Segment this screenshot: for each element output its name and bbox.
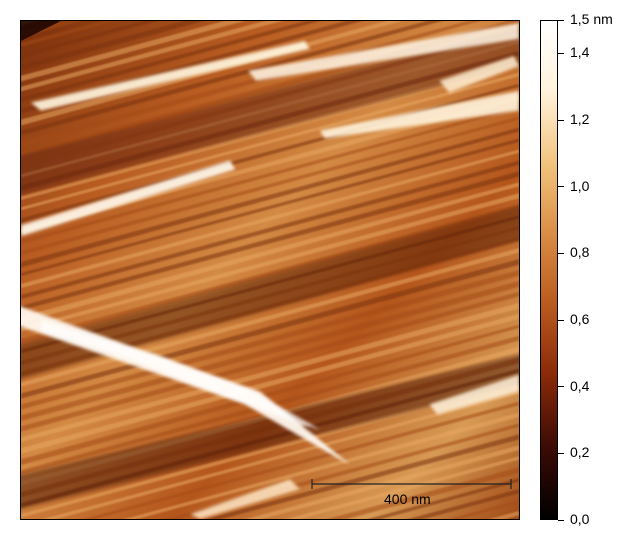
terrace-step (205, 434, 519, 519)
terrace-step (21, 72, 519, 211)
colorbar-tick (558, 252, 564, 254)
colorbar-tick (558, 119, 564, 121)
terrace-step (21, 280, 519, 422)
terrace-step (21, 182, 519, 323)
terrace-step (21, 291, 519, 432)
terrace-step (367, 478, 519, 519)
terrace-step (21, 21, 443, 136)
colorbar-tick-label: 1,4 (570, 44, 590, 61)
terrace-step (124, 412, 519, 519)
terrace-step (327, 467, 519, 519)
height-colorbar (540, 20, 558, 520)
terrace-step (21, 149, 519, 289)
colorbar-tick (558, 19, 564, 21)
scale-bar-label: 400 nm (384, 491, 431, 507)
terrace-step (21, 21, 283, 92)
colorbar-tick (558, 519, 564, 521)
colorbar-tick (558, 52, 564, 54)
terrace-step (21, 193, 519, 332)
terrace-step (21, 105, 519, 244)
colorbar-tick (558, 319, 564, 321)
terrace-step (21, 160, 519, 300)
terrace-step (21, 171, 519, 311)
colorbar-tick-label: 0,6 (570, 311, 590, 327)
colorbar-tick-label: 1,5 nm (570, 11, 613, 27)
terrace-step (21, 21, 204, 71)
colorbar-tick-label: 0,2 (570, 444, 590, 461)
colorbar-tick (558, 386, 564, 388)
terrace-step (21, 116, 519, 256)
terrace-step (21, 94, 519, 233)
terrace-step (21, 127, 519, 268)
colorbar-tick-label: 0,0 (570, 511, 590, 527)
terrace-step (489, 511, 519, 519)
colorbar-tick (558, 452, 564, 454)
colorbar-tick-label: 0,8 (570, 244, 590, 261)
afm-topography-image (20, 20, 520, 520)
colorbar-tick-label: 1,0 (570, 177, 590, 194)
terrace-step (21, 324, 519, 466)
colorbar-tick-label: 0,4 (570, 377, 590, 394)
terrace-step (21, 138, 519, 276)
terrace-step (21, 204, 519, 345)
terrace-step (21, 270, 519, 410)
terrace-step (21, 313, 519, 454)
terrace-step (21, 302, 519, 442)
terrace-step (43, 390, 519, 519)
colorbar-tick (558, 186, 564, 188)
colorbar-tick-label: 1,2 (570, 111, 590, 127)
